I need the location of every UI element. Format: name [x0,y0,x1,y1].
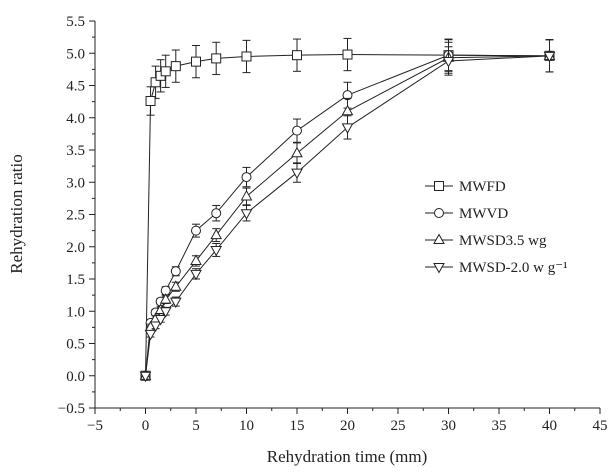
data-point [210,228,223,240]
y-tick-label: 4.5 [66,79,85,95]
x-axis-ticks: −5 0 5 10 15 20 25 30 35 40 45 [87,408,608,434]
data-point [170,61,181,72]
y-axis-ticks: −0.5 0.0 0.5 1.0 1.5 2.0 2.5 3.0 3.5 4.0 4.5 5.0 5.5 [58,14,95,417]
data-point [210,245,223,257]
data-point [442,56,455,68]
data-point [145,95,156,106]
data-point [342,49,353,60]
data-point [291,168,303,180]
y-tick-label: 1.5 [66,272,85,288]
legend-label: MWSD3.5 wg [459,233,547,249]
y-tick-label: 4.0 [66,111,85,127]
data-point [240,189,253,201]
y-tick-label: 3.0 [66,175,85,191]
x-tick-label: 40 [542,418,557,434]
data-point [170,266,181,277]
legend: MWFD MWVD MWSD3.5 wg MWSD-2.0 w g⁻¹ [425,179,568,276]
series-layer [139,37,556,383]
data-point [341,123,354,134]
data-point [160,66,171,77]
x-tick-label: 35 [492,418,507,434]
legend-marker [434,208,444,218]
x-tick-label: 5 [192,418,200,434]
legend-marker [433,263,445,274]
legend-marker [433,233,445,244]
legend-item: MWVD [425,206,508,222]
legend-label: MWSD-2.0 w g⁻¹ [459,260,568,276]
x-tick-label: 20 [340,418,355,434]
y-axis-title: Rehydration ratio [7,154,26,273]
x-tick-label: 15 [290,418,305,434]
data-point [211,53,222,64]
series-0 [140,37,555,381]
x-tick-label: 30 [441,418,456,434]
data-point [190,254,202,265]
data-point [291,146,303,158]
legend-label: MWVD [459,206,508,222]
y-tick-label: −0.5 [58,401,85,417]
y-tick-label: 2.5 [66,208,85,224]
data-point [292,125,302,136]
data-point [241,51,252,62]
data-point [241,172,252,183]
plot-area [94,21,600,409]
x-tick-label: 25 [391,418,406,434]
data-point [191,56,201,67]
y-tick-label: 0.0 [66,369,85,385]
data-point [154,314,167,326]
y-tick-label: 2.0 [66,240,85,256]
data-point [159,293,172,304]
y-tick-label: 3.5 [66,143,85,159]
data-point [159,307,172,318]
x-tick-label: −5 [87,418,103,434]
legend-item: MWSD-2.0 w g⁻¹ [425,260,568,276]
y-tick-label: 5.0 [66,46,85,62]
x-axis-title: Rehydration time (mm) [267,447,428,466]
series-3 [139,39,556,383]
data-point [190,269,202,281]
x-tick-label: 0 [142,418,150,434]
legend-item: MWSD3.5 wg [425,233,547,249]
y-tick-label: 5.5 [66,14,85,30]
legend-marker [434,181,444,191]
data-point [341,104,354,116]
data-point [169,297,182,309]
data-point [169,280,182,291]
data-point [240,209,253,220]
data-point [139,371,152,383]
y-tick-label: 1.0 [66,304,85,320]
x-tick-label: 10 [239,418,254,434]
data-point [191,225,201,236]
x-tick-label: 45 [593,418,608,434]
legend-label: MWFD [459,179,506,195]
data-point [144,329,157,341]
data-point [149,321,162,332]
y-tick-label: 0.5 [66,337,85,353]
data-point [292,50,302,61]
data-point [150,77,161,88]
legend-item: MWFD [425,179,506,195]
data-point [543,51,556,63]
data-point [211,208,222,219]
